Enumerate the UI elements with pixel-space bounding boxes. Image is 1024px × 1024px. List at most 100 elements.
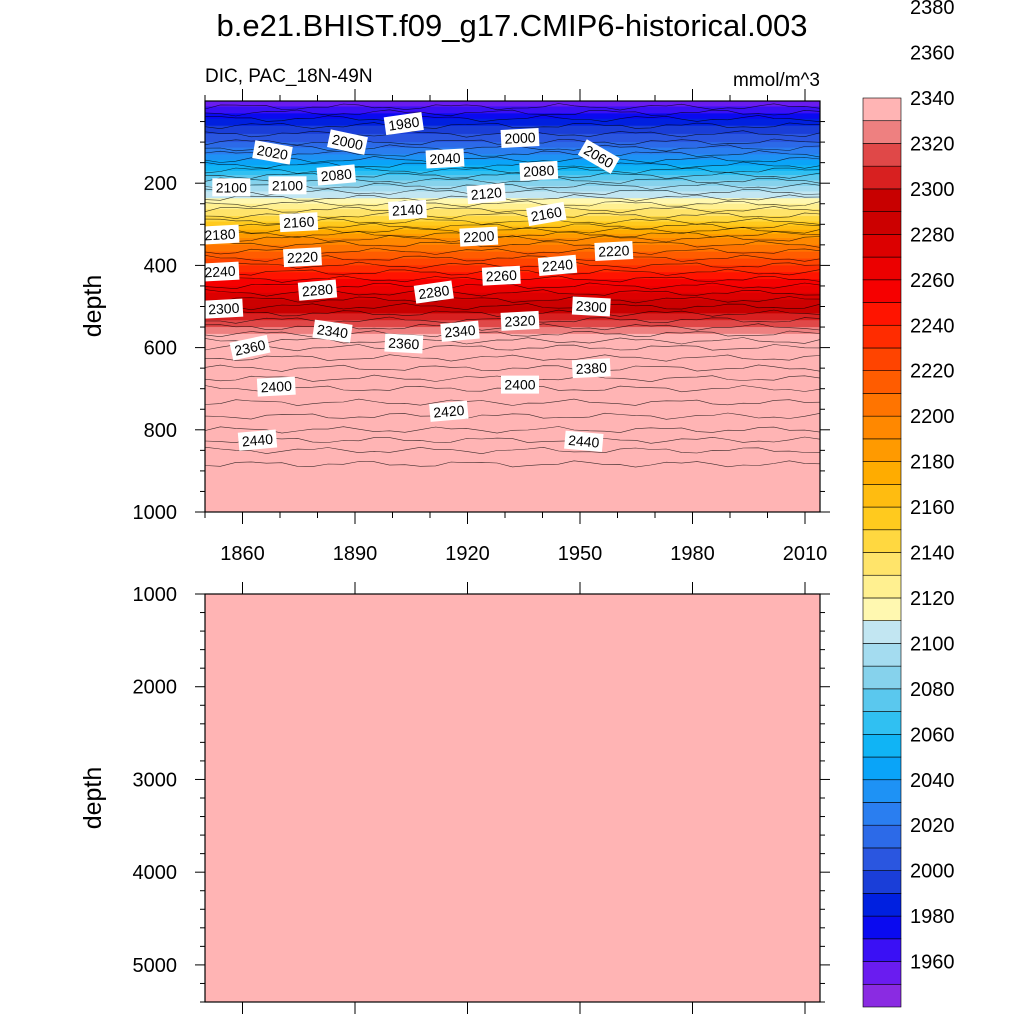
dic-depth-band bbox=[205, 466, 820, 469]
dic-depth-band bbox=[205, 224, 820, 227]
contour-line bbox=[205, 194, 820, 202]
dic-depth-band bbox=[205, 453, 820, 456]
colorbar-label: 2260 bbox=[910, 270, 955, 292]
dic-depth-band bbox=[205, 209, 820, 212]
contour-label: 2240 bbox=[200, 261, 240, 282]
dic-depth-band bbox=[205, 505, 820, 508]
contour-label: 2420 bbox=[429, 400, 469, 422]
dic-depth-band bbox=[205, 147, 820, 150]
contour-label: 2080 bbox=[519, 160, 559, 181]
dic-depth-band bbox=[205, 187, 820, 190]
colorbar-box bbox=[862, 461, 902, 485]
dic-depth-band bbox=[205, 198, 820, 201]
contour-line bbox=[205, 235, 820, 243]
dic-depth-band bbox=[205, 236, 820, 239]
dic-depth-band bbox=[205, 231, 820, 234]
dic-depth-band bbox=[205, 495, 820, 498]
dic-depth-band bbox=[205, 210, 820, 213]
contour-label-box bbox=[297, 279, 338, 301]
colorbar-box bbox=[862, 711, 902, 735]
dic-depth-band bbox=[205, 335, 820, 338]
contour-label: 2040 bbox=[425, 148, 465, 169]
dic-depth-band bbox=[205, 503, 820, 506]
contour-line bbox=[205, 240, 820, 248]
colorbar-box bbox=[862, 279, 902, 303]
dic-depth-band bbox=[205, 174, 820, 178]
dic-depth-band bbox=[205, 184, 820, 187]
dic-depth-band bbox=[205, 248, 820, 252]
dic-depth-band bbox=[205, 192, 820, 195]
dic-depth-band bbox=[205, 244, 820, 248]
contour-label-box bbox=[500, 128, 540, 148]
dic-depth-band bbox=[205, 336, 820, 339]
contour-label-text: 2200 bbox=[463, 228, 495, 246]
contour-label-box bbox=[327, 129, 368, 155]
contour-label-box bbox=[564, 430, 604, 452]
dic-depth-band bbox=[205, 450, 820, 453]
colorbar-label: 2280 bbox=[910, 224, 955, 246]
dic-depth-band bbox=[205, 127, 820, 130]
contour-line bbox=[205, 156, 820, 164]
contour-line bbox=[205, 398, 820, 406]
dic-depth-band bbox=[205, 262, 820, 265]
dic-depth-band bbox=[205, 392, 820, 395]
dic-depth-band bbox=[205, 235, 820, 238]
colorbar-box bbox=[862, 370, 902, 394]
dic-depth-band bbox=[205, 101, 820, 104]
dic-depth-band bbox=[205, 124, 820, 127]
contour-label-text: 2120 bbox=[470, 184, 503, 203]
dic-depth-band bbox=[205, 469, 820, 472]
dic-depth-band bbox=[205, 487, 820, 490]
contour-line bbox=[205, 103, 820, 111]
colorbar-label: 2380 bbox=[910, 0, 955, 19]
contour-label-box bbox=[425, 148, 465, 169]
dic-depth-band bbox=[205, 221, 820, 224]
dic-depth-band bbox=[205, 421, 820, 424]
dic-depth-band bbox=[205, 240, 820, 243]
dic-depth-band bbox=[205, 106, 820, 109]
dic-depth-band bbox=[205, 218, 820, 221]
contour-label-box bbox=[519, 160, 559, 181]
dic-depth-band bbox=[205, 472, 820, 475]
dic-depth-band bbox=[205, 446, 820, 449]
dic-depth-band bbox=[205, 154, 820, 157]
colorbar-box bbox=[862, 97, 902, 122]
contour-label: 2280 bbox=[297, 279, 338, 301]
contour-label: 2240 bbox=[537, 254, 578, 277]
dic-depth-band bbox=[205, 207, 820, 211]
colorbar-label: 2220 bbox=[910, 361, 955, 383]
dic-depth-band bbox=[205, 470, 820, 474]
dic-depth-band bbox=[205, 496, 820, 500]
dic-depth-band bbox=[205, 438, 820, 441]
contour-label-box bbox=[594, 241, 634, 261]
dic-depth-band bbox=[205, 264, 820, 267]
lower-y-axis-title: depth bbox=[79, 767, 107, 830]
colorbar-box bbox=[862, 552, 902, 576]
dic-depth-band bbox=[205, 105, 820, 108]
contour-label: 2120 bbox=[466, 182, 507, 205]
dic-depth-band bbox=[205, 121, 820, 124]
contour-line bbox=[205, 296, 820, 304]
colorbar-label: 2060 bbox=[910, 724, 955, 746]
colorbar-label: 2240 bbox=[910, 315, 955, 337]
dic-depth-band bbox=[205, 506, 820, 509]
colorbar-box bbox=[862, 393, 902, 417]
dic-depth-band bbox=[205, 454, 820, 457]
dic-depth-band bbox=[205, 480, 820, 483]
contour-label-box bbox=[279, 212, 319, 233]
contour-label-box bbox=[429, 400, 469, 422]
dic-depth-band bbox=[205, 205, 820, 208]
contour-line bbox=[205, 364, 820, 372]
dic-depth-band bbox=[205, 343, 820, 346]
dic-depth-band bbox=[205, 416, 820, 419]
dic-depth-band bbox=[205, 118, 820, 121]
contour-label: 2280 bbox=[413, 280, 454, 304]
contour-line bbox=[205, 161, 820, 169]
dic-depth-band bbox=[205, 228, 820, 231]
dic-depth-band bbox=[205, 361, 820, 364]
contour-label-text: 2020 bbox=[256, 142, 290, 163]
x-tick-label: 1950 bbox=[558, 543, 603, 565]
dic-depth-band bbox=[205, 368, 820, 371]
dic-depth-band bbox=[205, 394, 820, 397]
